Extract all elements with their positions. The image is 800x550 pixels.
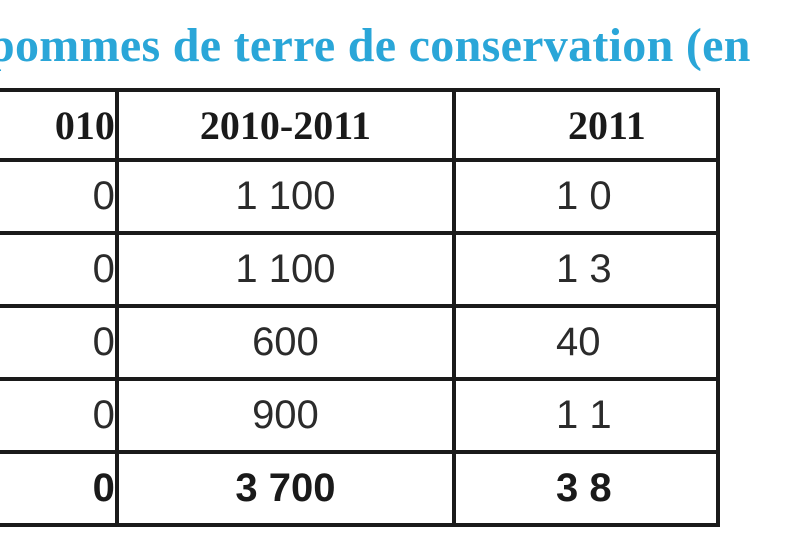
table-row: 0 900 1 1 (0, 377, 721, 454)
table-cell: 0 (0, 450, 119, 527)
table-total-row: 0 3 700 3 8 (0, 450, 721, 527)
table-row: 0 600 40 (0, 304, 721, 381)
table-cell: 0 (0, 158, 119, 235)
table-header-row: 010 2010-2011 2011 (0, 88, 721, 162)
column-header: 010 (0, 88, 119, 162)
table-row: 0 1 100 1 3 (0, 231, 721, 308)
column-header: 2010-2011 (114, 88, 456, 162)
table-cell: 1 0 (451, 158, 721, 235)
table-row: 0 1 100 1 0 (0, 158, 721, 235)
table-cell: 0 (0, 231, 119, 308)
table-cell: 1 1 (451, 377, 721, 454)
table-cell: 3 8 (451, 450, 721, 527)
table-cell: 0 (0, 304, 119, 381)
table-cell: 900 (114, 377, 456, 454)
table-cell: 40 (451, 304, 721, 381)
table-cell: 3 700 (114, 450, 456, 527)
data-table: 010 2010-2011 2011 0 1 100 1 0 0 1 100 1… (0, 88, 721, 527)
table-cell: 1 100 (114, 231, 456, 308)
table-title: pommes de terre de conservation (en (0, 19, 751, 72)
table-cell: 1 3 (451, 231, 721, 308)
table-cell: 1 100 (114, 158, 456, 235)
table-title-bar: pommes de terre de conservation (en (0, 14, 800, 84)
table-cell: 600 (114, 304, 456, 381)
table-cell: 0 (0, 377, 119, 454)
column-header: 2011 (451, 88, 721, 162)
